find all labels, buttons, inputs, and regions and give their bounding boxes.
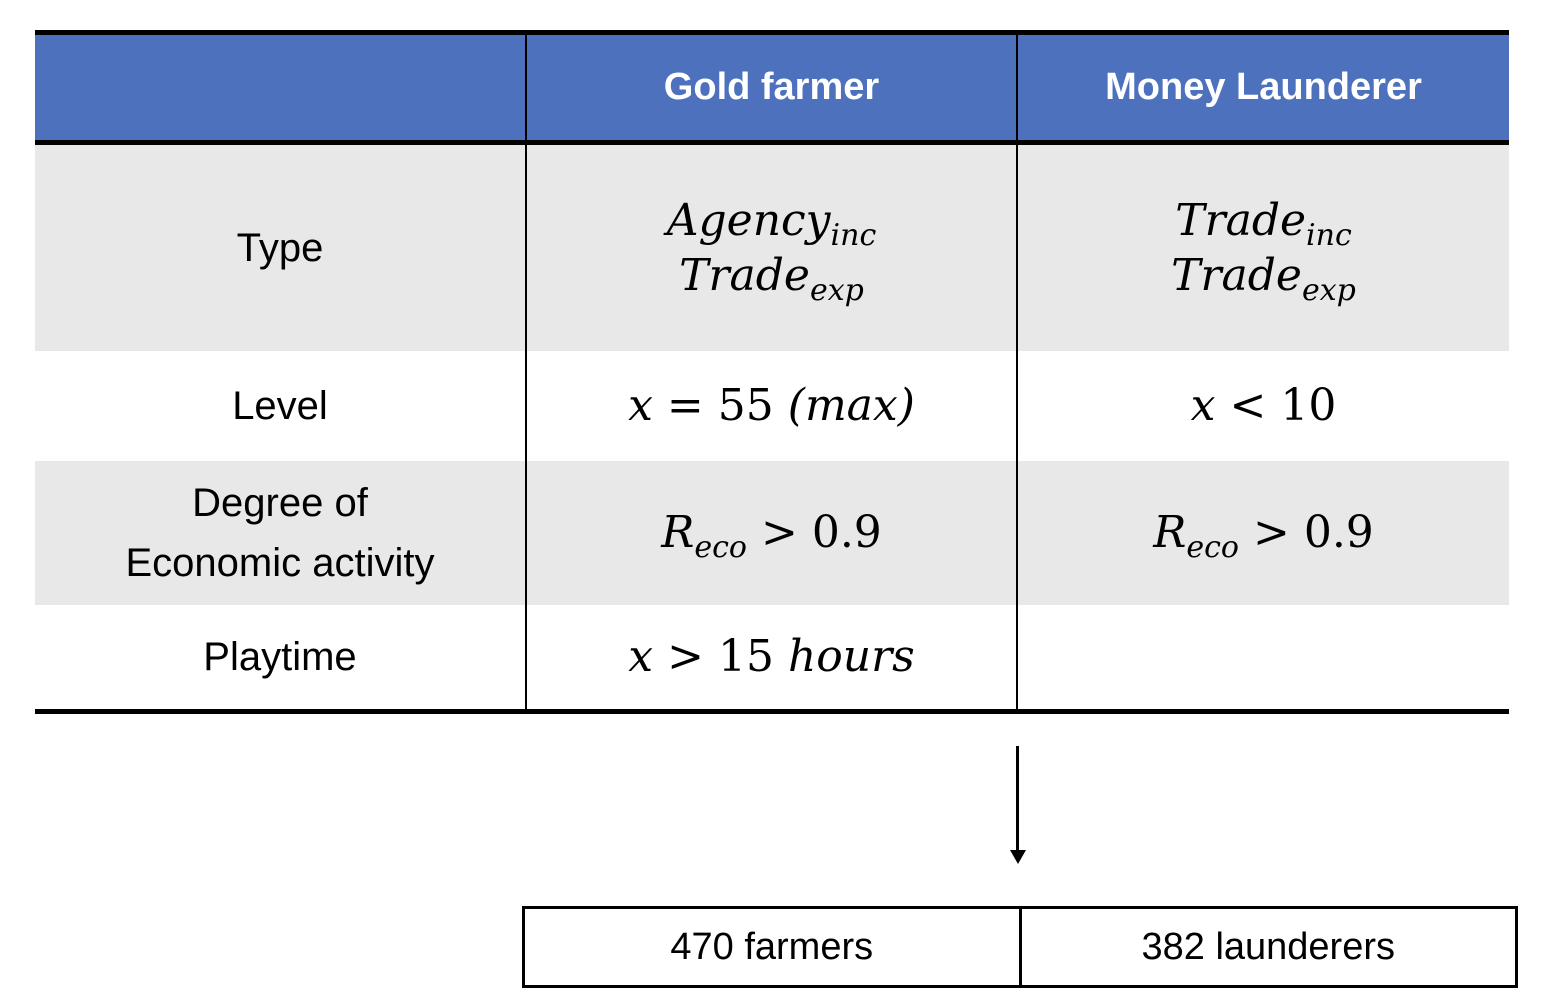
result-box: 470 farmers 382 launderers <box>522 906 1518 988</box>
playtime-gold-farmer-math: x > 15 hours <box>628 631 915 683</box>
result-launderers: 382 launderers <box>1018 909 1516 985</box>
row-level: Level x = 55 (max) x < 10 <box>35 350 1509 461</box>
header-empty <box>35 30 526 145</box>
type-money-launderer-math: Tradeinc Tradeexp <box>1171 194 1356 308</box>
degree-money-launderer-math: Reco > 0.9 <box>1153 507 1374 565</box>
header-row: Gold farmer Money Launderer <box>35 30 1509 145</box>
degree-gold-farmer-math: Reco > 0.9 <box>661 507 882 565</box>
degree-gold-farmer: Reco > 0.9 <box>525 460 1017 605</box>
level-gold-farmer: x = 55 (max) <box>525 350 1017 461</box>
playtime-gold-farmer: x > 15 hours <box>525 604 1017 714</box>
header-money-launderer: Money Launderer <box>1016 30 1509 145</box>
header-gold-farmer: Gold farmer <box>525 30 1017 145</box>
level-money-launderer-math: x < 10 <box>1190 380 1337 431</box>
row-degree: Degree of Economic activity Reco > 0.9 R… <box>35 460 1509 605</box>
level-label: Level <box>232 383 328 428</box>
result-farmers: 470 farmers <box>670 925 874 968</box>
row-playtime: Playtime x > 15 hours <box>35 604 1509 714</box>
down-arrow-icon <box>1010 850 1026 864</box>
level-money-launderer: x < 10 <box>1016 350 1509 461</box>
down-arrow-line <box>1016 746 1019 852</box>
level-gold-farmer-math: x = 55 (max) <box>628 380 915 431</box>
degree-label: Degree of Economic activity <box>35 460 526 605</box>
type-gold-farmer-math: Agencyinc Tradeexp <box>666 194 877 308</box>
playtime-label: Playtime <box>35 604 526 714</box>
playtime-money-launderer <box>1016 604 1509 714</box>
criteria-table: Gold farmer Money Launderer Type Agencyi… <box>35 30 1509 714</box>
degree-money-launderer: Reco > 0.9 <box>1016 460 1509 605</box>
type-money-launderer: Tradeinc Tradeexp <box>1016 142 1509 351</box>
row-type: Type Agencyinc Tradeexp Tradeinc Tradeex… <box>35 142 1509 351</box>
type-gold-farmer: Agencyinc Tradeexp <box>525 142 1017 351</box>
type-label: Type <box>35 142 526 351</box>
